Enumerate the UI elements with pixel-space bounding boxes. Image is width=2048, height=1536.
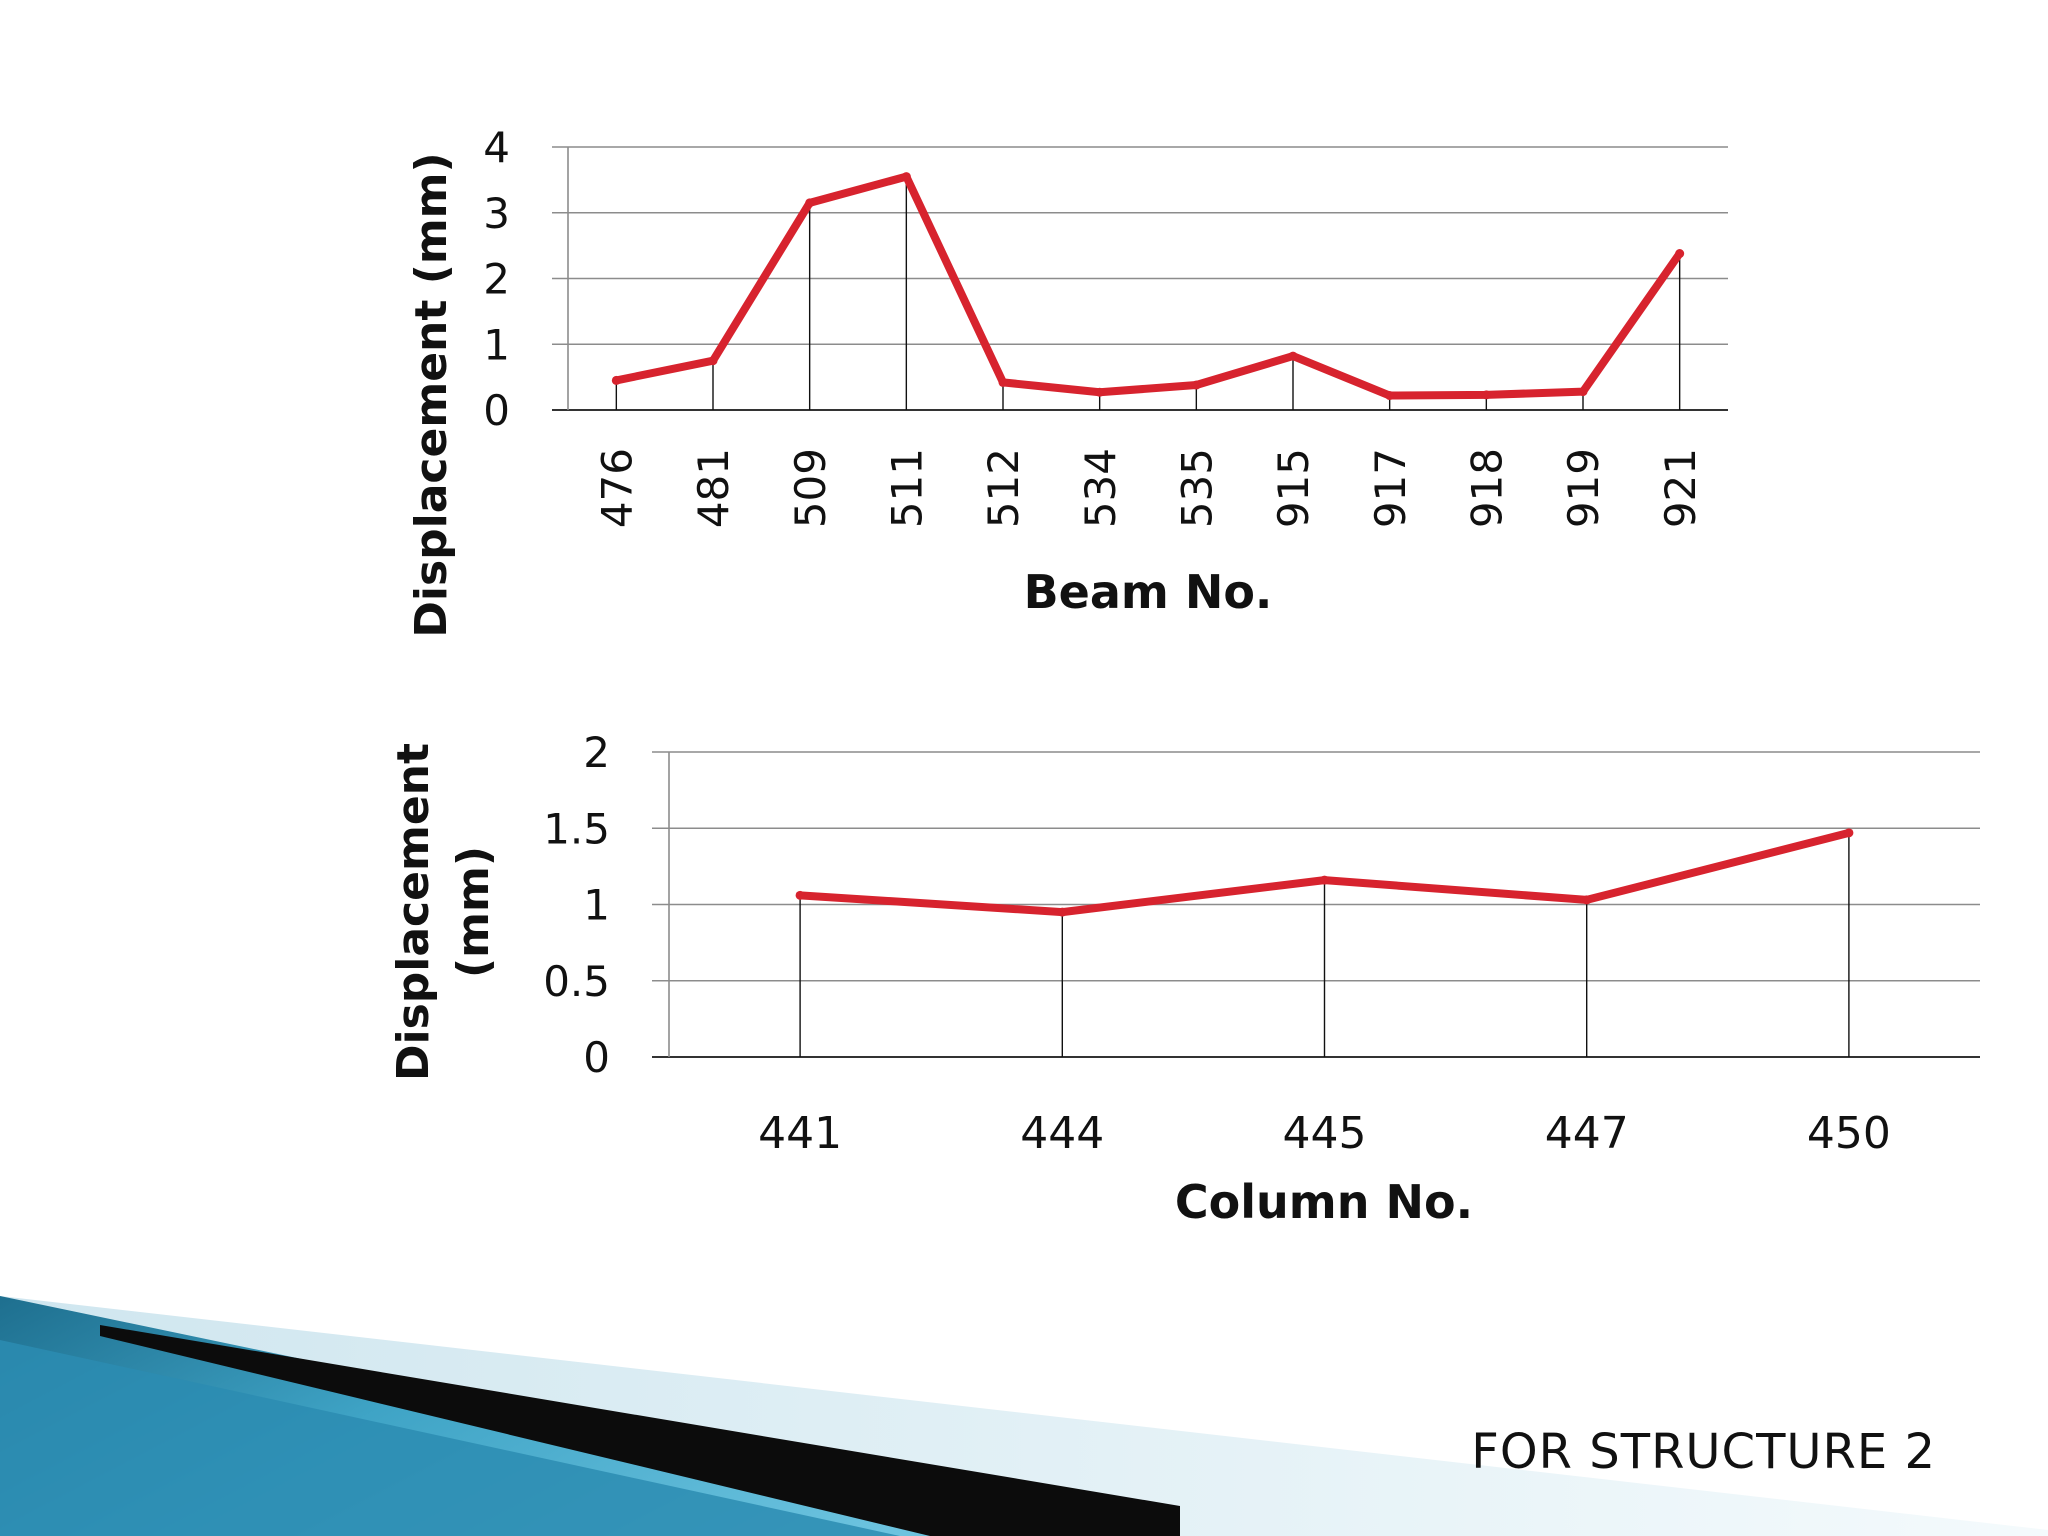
y-tick-label: 0.5	[543, 957, 610, 1006]
data-point	[998, 377, 1008, 387]
data-point	[795, 890, 805, 900]
y-axis-title-line: Displacement	[388, 743, 439, 1081]
x-tick-label: 918	[1462, 448, 1511, 528]
x-tick-label: 445	[1283, 1108, 1367, 1159]
column-displacement-chart: 0 0.5 1 1.5 2 441 444 445 447 450 Column No. Displa…	[388, 728, 1980, 1229]
x-tick-label: 512	[979, 448, 1028, 528]
x-tick-label: 476	[592, 448, 641, 528]
data-point	[1675, 249, 1685, 259]
x-tick-label: 441	[758, 1108, 842, 1159]
data-point	[1095, 387, 1105, 397]
slide-caption: FOR STRUCTURE 2	[1471, 1424, 1936, 1480]
y-tick-label: 0	[483, 386, 510, 435]
data-point	[1385, 391, 1395, 401]
swoosh-dark-stripe	[100, 1325, 1180, 1536]
data-point	[1288, 351, 1298, 361]
y-tick-label: 1.5	[543, 804, 610, 853]
data-point	[1582, 895, 1592, 905]
y-axis-title: Displacement (mm)	[406, 152, 457, 637]
y-tick-label: 3	[483, 189, 510, 238]
y-tick-label: 1	[583, 881, 610, 930]
y-tick-label: 2	[483, 255, 510, 304]
data-point	[1191, 380, 1201, 390]
y-axis-title-line: (mm)	[448, 846, 499, 978]
x-tick-label: 534	[1076, 448, 1125, 528]
data-point	[611, 375, 621, 385]
data-point	[901, 172, 911, 182]
x-tick-label: 509	[786, 448, 835, 528]
data-point	[708, 356, 718, 366]
x-tick-label: 917	[1366, 448, 1415, 528]
x-tick-label: 921	[1656, 448, 1705, 528]
x-tick-label: 450	[1807, 1108, 1891, 1159]
x-tick-label: 915	[1269, 448, 1318, 528]
data-point	[1057, 907, 1067, 917]
data-point	[1578, 387, 1588, 397]
beam-displacement-chart: 0 1 2 3 4 476 481 509 511 512 534 535 915 917 918 919 92…	[406, 123, 1728, 638]
data-point	[1320, 875, 1329, 885]
x-tick-label: 444	[1020, 1108, 1104, 1159]
x-axis-title: Column No.	[1175, 1175, 1473, 1229]
data-point	[1481, 390, 1491, 400]
y-tick-label: 4	[483, 123, 510, 172]
y-tick-label: 0	[583, 1033, 610, 1082]
x-tick-label: 447	[1545, 1108, 1629, 1159]
data-point	[805, 198, 815, 208]
x-tick-label: 481	[689, 448, 738, 528]
series-line	[612, 172, 1684, 400]
data-point	[1844, 828, 1854, 838]
x-axis-title: Beam No.	[1024, 565, 1273, 619]
x-tick-label: 535	[1172, 448, 1221, 528]
x-tick-label: 511	[882, 448, 931, 528]
x-tick-label: 919	[1559, 448, 1608, 528]
y-tick-label: 2	[583, 728, 610, 777]
y-tick-label: 1	[483, 320, 510, 369]
swoosh-teal-lower	[0, 1340, 900, 1536]
